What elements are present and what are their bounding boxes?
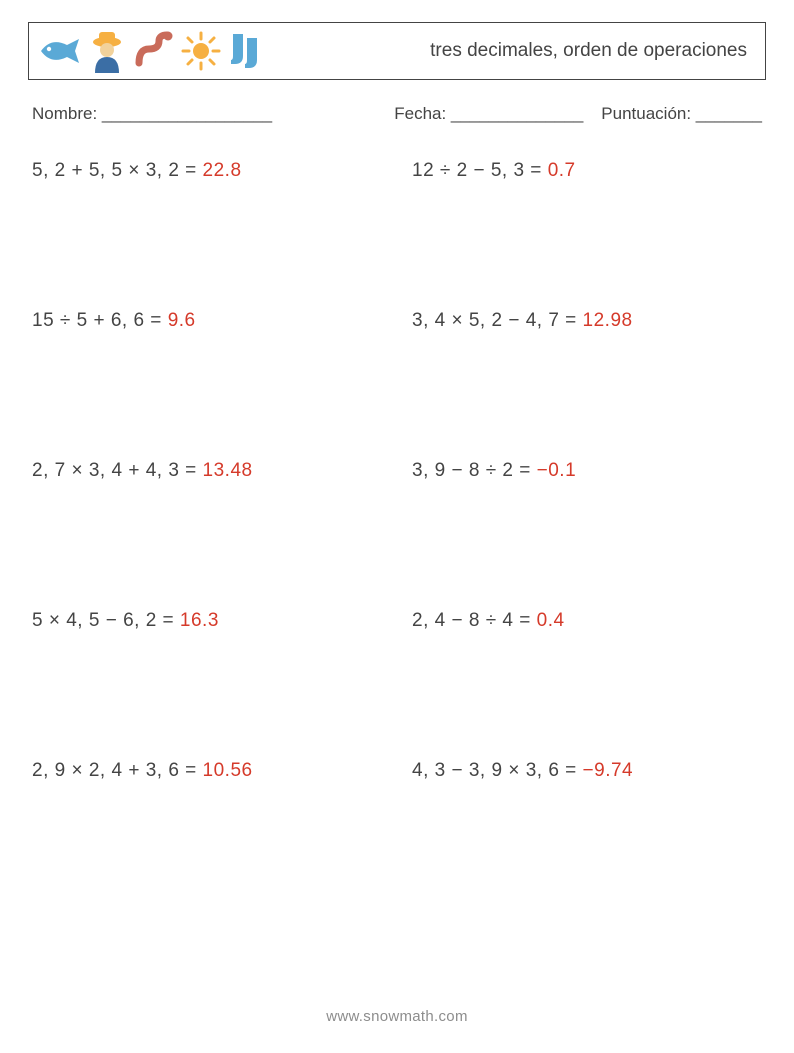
problem-answer: 12.98 bbox=[583, 310, 633, 331]
problem-answer: −0.1 bbox=[537, 460, 577, 481]
problem-answer: 0.4 bbox=[537, 610, 565, 631]
problem-item: 2, 7 × 3, 4 + 4, 3 = 13.48 bbox=[32, 460, 382, 482]
worksheet-page: tres decimales, orden de operaciones Nom… bbox=[0, 0, 794, 1053]
footer-url: www.snowmath.com bbox=[0, 1008, 794, 1025]
problem-item: 5, 2 + 5, 5 × 3, 2 = 22.8 bbox=[32, 160, 382, 182]
fish-icon bbox=[35, 31, 81, 71]
farmer-icon bbox=[87, 29, 127, 73]
problem-item: 3, 4 × 5, 2 − 4, 7 = 12.98 bbox=[412, 310, 762, 332]
problems-grid: 5, 2 + 5, 5 × 3, 2 = 22.8 12 ÷ 2 − 5, 3 =… bbox=[28, 160, 766, 782]
score-field-label: Puntuación: _______ bbox=[601, 104, 762, 124]
sun-icon bbox=[181, 31, 221, 71]
problem-answer: 22.8 bbox=[203, 160, 242, 181]
problem-answer: 9.6 bbox=[168, 310, 196, 331]
problem-expression: 15 ÷ 5 + 6, 6 = bbox=[32, 310, 168, 331]
problem-answer: 10.56 bbox=[203, 760, 253, 781]
problem-expression: 3, 4 × 5, 2 − 4, 7 = bbox=[412, 310, 583, 331]
problem-item: 5 × 4, 5 − 6, 2 = 16.3 bbox=[32, 610, 382, 632]
problem-expression: 3, 9 − 8 ÷ 2 = bbox=[412, 460, 537, 481]
problem-item: 15 ÷ 5 + 6, 6 = 9.6 bbox=[32, 310, 382, 332]
problem-item: 2, 9 × 2, 4 + 3, 6 = 10.56 bbox=[32, 760, 382, 782]
problem-expression: 12 ÷ 2 − 5, 3 = bbox=[412, 160, 548, 181]
header-box: tres decimales, orden de operaciones bbox=[28, 22, 766, 80]
date-field-label: Fecha: ______________ bbox=[394, 104, 583, 124]
problem-answer: 13.48 bbox=[203, 460, 253, 481]
problem-expression: 2, 7 × 3, 4 + 4, 3 = bbox=[32, 460, 203, 481]
problem-item: 3, 9 − 8 ÷ 2 = −0.1 bbox=[412, 460, 762, 482]
problem-expression: 2, 4 − 8 ÷ 4 = bbox=[412, 610, 537, 631]
icon-strip bbox=[35, 29, 267, 73]
problem-answer: 16.3 bbox=[180, 610, 219, 631]
problem-answer: 0.7 bbox=[548, 160, 576, 181]
name-field-label: Nombre: __________________ bbox=[32, 104, 272, 124]
problem-expression: 5 × 4, 5 − 6, 2 = bbox=[32, 610, 180, 631]
worksheet-title: tres decimales, orden de operaciones bbox=[430, 40, 753, 62]
problem-item: 12 ÷ 2 − 5, 3 = 0.7 bbox=[412, 160, 762, 182]
problem-expression: 4, 3 − 3, 9 × 3, 6 = bbox=[412, 760, 583, 781]
problem-item: 4, 3 − 3, 9 × 3, 6 = −9.74 bbox=[412, 760, 762, 782]
worm-icon bbox=[133, 31, 175, 71]
meta-row: Nombre: __________________ Fecha: ______… bbox=[28, 104, 766, 124]
problem-expression: 2, 9 × 2, 4 + 3, 6 = bbox=[32, 760, 203, 781]
problem-item: 2, 4 − 8 ÷ 4 = 0.4 bbox=[412, 610, 762, 632]
problem-answer: −9.74 bbox=[583, 760, 634, 781]
boots-icon bbox=[227, 30, 267, 72]
problem-expression: 5, 2 + 5, 5 × 3, 2 = bbox=[32, 160, 203, 181]
